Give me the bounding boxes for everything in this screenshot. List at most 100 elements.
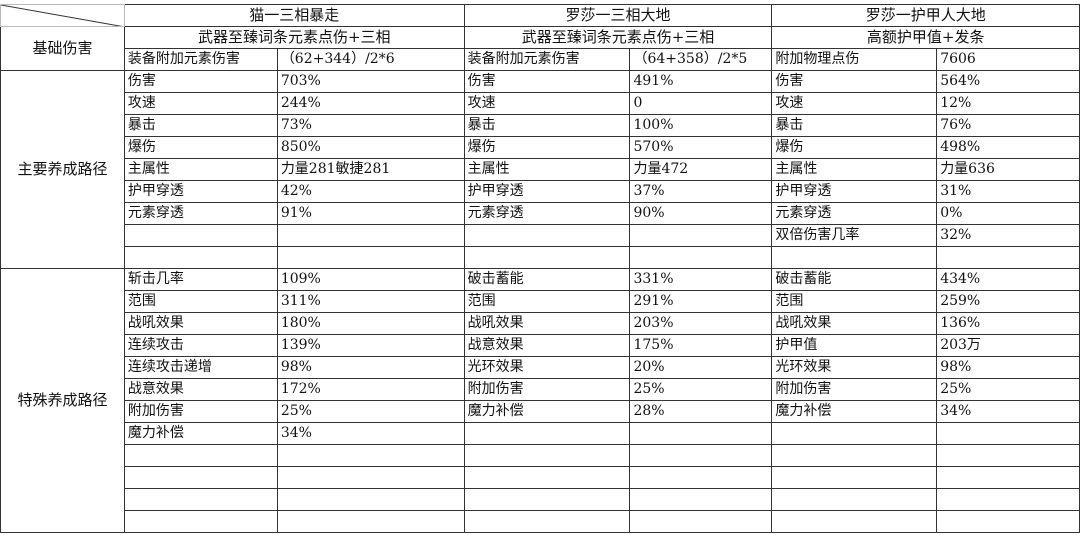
stat-value-cell	[936, 466, 1080, 489]
base-damage-stat: 附加物理点伤	[771, 48, 938, 71]
stat-value-cell: 311%	[276, 290, 465, 313]
diagonal-divider	[1, 5, 120, 26]
stat-name-cell	[463, 224, 631, 247]
stat-name-cell: 双倍伤害几率	[771, 224, 938, 247]
stat-value-cell: 力量472	[629, 158, 773, 181]
stat-value-cell: 259%	[936, 290, 1080, 313]
title-row: 猫一三相暴走 罗莎一三相大地 罗莎一护甲人大地	[0, 4, 1080, 27]
table-row: 爆伤 850% 爆伤 570% 爆伤 498%	[1, 136, 1080, 159]
stat-name-cell	[771, 422, 938, 445]
table-row: 特殊养成路径 斩击几率 109% 破击蓄能 331% 破击蓄能 434%	[0, 268, 1080, 533]
stat-name-cell: 护甲穿透	[771, 180, 938, 203]
build-subtitle: 武器至臻词条元素点伤+三相	[123, 26, 465, 49]
stat-value-cell: 25%	[629, 378, 773, 401]
stat-value-cell: 331%	[629, 268, 773, 291]
table-row: 战意效果 172% 附加伤害 25% 附加伤害 25%	[1, 378, 1080, 401]
stat-value-cell	[276, 224, 465, 247]
stat-value-cell: 90%	[629, 202, 773, 225]
stat-name-cell: 主属性	[771, 158, 938, 181]
stat-name-cell	[123, 488, 278, 511]
stat-value-cell	[629, 246, 773, 269]
stat-name-cell	[463, 444, 631, 467]
stat-value-cell: 136%	[936, 312, 1080, 335]
stat-name-cell: 攻速	[123, 92, 278, 115]
stat-name-cell: 元素穿透	[463, 202, 631, 225]
stat-name-cell	[771, 488, 938, 511]
stat-name-cell: 爆伤	[463, 136, 631, 159]
build-title: 罗莎一护甲人大地	[771, 4, 1080, 27]
stat-value-cell: 98%	[276, 356, 465, 379]
stat-value-cell: 175%	[629, 334, 773, 357]
stat-value-cell	[276, 466, 465, 489]
stat-value-cell	[936, 444, 1080, 467]
stat-name-cell: 元素穿透	[123, 202, 278, 225]
stat-value-cell: 0	[629, 92, 773, 115]
table-row	[1, 444, 1080, 467]
stat-value-cell	[276, 444, 465, 467]
stat-name-cell: 攻速	[463, 92, 631, 115]
stat-value-cell	[276, 488, 465, 511]
stat-value-cell: 28%	[629, 400, 773, 423]
stat-name-cell: 范围	[123, 290, 278, 313]
table-row	[1, 488, 1080, 511]
base-damage-value: （64+358）/2*5	[629, 48, 773, 71]
stat-value-cell: 25%	[276, 400, 465, 423]
stat-name-cell: 爆伤	[771, 136, 938, 159]
table-row	[1, 510, 1080, 533]
stat-value-cell: 203%	[629, 312, 773, 335]
stat-name-cell	[463, 510, 631, 533]
table-row: 双倍伤害几率 32%	[1, 224, 1080, 247]
stat-name-cell: 附加伤害	[123, 400, 278, 423]
table-row: 攻速 244% 攻速 0 攻速 12%	[1, 92, 1080, 115]
stat-name-cell: 暴击	[771, 114, 938, 137]
table-row: 暴击 73% 暴击 100% 暴击 76%	[1, 114, 1080, 137]
base-damage-stat: 装备附加元素伤害	[123, 48, 278, 71]
stat-value-cell: 139%	[276, 334, 465, 357]
stat-value-cell: 25%	[936, 378, 1080, 401]
stat-name-cell	[771, 444, 938, 467]
table-row: 范围 311% 范围 291% 范围 259%	[1, 290, 1080, 313]
base-damage-row: 装备附加元素伤害 （62+344）/2*6 装备附加元素伤害 （64+358）/2*5…	[1, 48, 1080, 71]
stat-value-cell: 703%	[276, 70, 465, 93]
stat-value-cell	[629, 466, 773, 489]
stat-name-cell: 破击蓄能	[771, 268, 938, 291]
stat-value-cell: 34%	[276, 422, 465, 445]
table-row: 连续攻击递增 98% 光环效果 20% 光环效果 98%	[1, 356, 1080, 379]
stat-name-cell	[123, 224, 278, 247]
table-row: 主要养成路径 伤害 703% 伤害 491% 伤害 564%	[0, 70, 1080, 269]
stat-value-cell: 203万	[936, 334, 1080, 357]
stat-value-cell	[629, 510, 773, 533]
stat-name-cell: 光环效果	[771, 356, 938, 379]
stat-name-cell: 连续攻击	[123, 334, 278, 357]
stat-value-cell: 180%	[276, 312, 465, 335]
base-damage-value: 7606	[936, 48, 1080, 71]
base-damage-stat: 装备附加元素伤害	[463, 48, 631, 71]
stat-name-cell	[123, 510, 278, 533]
stat-name-cell: 战吼效果	[463, 312, 631, 335]
stat-name-cell: 战吼效果	[123, 312, 278, 335]
stat-name-cell: 战吼效果	[771, 312, 938, 335]
stat-name-cell	[771, 246, 938, 269]
stat-value-cell	[629, 224, 773, 247]
stat-value-cell: 291%	[629, 290, 773, 313]
base-damage-value: （62+344）/2*6	[276, 48, 465, 71]
special-section-label: 特殊养成路径	[0, 268, 125, 533]
stat-value-cell	[629, 488, 773, 511]
stat-value-cell: 0%	[936, 202, 1080, 225]
stat-value-cell	[276, 246, 465, 269]
stat-value-cell: 31%	[936, 180, 1080, 203]
stat-name-cell: 护甲穿透	[123, 180, 278, 203]
stat-value-cell: 42%	[276, 180, 465, 203]
stat-value-cell	[276, 510, 465, 533]
stat-value-cell: 73%	[276, 114, 465, 137]
table-row	[1, 466, 1080, 489]
stat-name-cell: 护甲值	[771, 334, 938, 357]
stat-value-cell: 力量281敏捷281	[276, 158, 465, 181]
table-row: 主属性 力量281敏捷281 主属性 力量472 主属性 力量636	[1, 158, 1080, 181]
stat-value-cell: 850%	[276, 136, 465, 159]
stat-value-cell	[936, 422, 1080, 445]
stat-name-cell: 伤害	[123, 70, 278, 93]
stat-value-cell: 98%	[936, 356, 1080, 379]
stat-name-cell: 主属性	[463, 158, 631, 181]
stat-value-cell: 244%	[276, 92, 465, 115]
